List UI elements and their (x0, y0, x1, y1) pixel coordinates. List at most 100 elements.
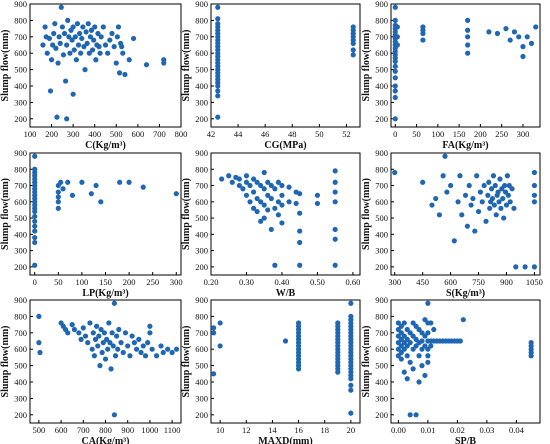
data-point (153, 353, 160, 359)
data-point (89, 47, 96, 53)
y-tick-label: 500 (14, 213, 27, 223)
data-point (81, 44, 87, 50)
data-point (74, 21, 81, 27)
x-tick-label: 0.02 (450, 425, 465, 435)
data-point (32, 213, 38, 220)
data-point (32, 153, 38, 159)
data-point (247, 182, 253, 189)
scatter-panel-5: 0.20 0.30 0.40 0.50 0.60 200 300 400 500 600 700 80… (181, 148, 361, 299)
data-point (110, 343, 116, 349)
data-point (496, 199, 502, 205)
x-axis-title: SP/B (455, 436, 476, 444)
x-tick-label: 50 (54, 277, 63, 287)
data-point (392, 116, 398, 122)
data-point (160, 349, 166, 356)
data-point (297, 262, 303, 268)
data-point (48, 57, 55, 63)
data-point (425, 353, 431, 359)
data-point (332, 236, 338, 242)
y-tick-label: 700 (375, 328, 388, 338)
x-tick-label: 100 (24, 129, 37, 139)
data-point (173, 346, 180, 352)
x-tick-label: 500 (110, 129, 123, 139)
data-point (332, 168, 338, 174)
data-point (522, 264, 528, 270)
data-point (279, 202, 285, 208)
x-axis-title: W/B (276, 288, 296, 299)
data-point (80, 24, 86, 30)
data-point (100, 24, 106, 30)
y-tick-label: 500 (195, 65, 208, 75)
data-point (332, 179, 338, 185)
data-point (392, 4, 398, 10)
data-point (250, 205, 257, 211)
data-point (32, 223, 38, 229)
y-tick-label: 400 (375, 81, 388, 91)
data-point (217, 343, 223, 349)
data-point (425, 359, 431, 365)
data-point (531, 264, 538, 270)
data-point (91, 353, 97, 359)
data-point (332, 262, 338, 268)
data-point (491, 202, 497, 208)
data-point (448, 182, 454, 189)
x-tick-label: 0.20 (204, 277, 219, 287)
x-tick-label: 0.60 (345, 277, 360, 287)
data-point (531, 192, 538, 198)
x-tick-label: 46 (261, 129, 270, 139)
data-point (398, 356, 404, 362)
data-point (524, 34, 530, 40)
data-point (98, 199, 104, 205)
y-tick-label: 600 (195, 48, 208, 58)
data-point (72, 34, 78, 40)
data-point (297, 228, 303, 234)
y-tick-label: 600 (375, 197, 388, 207)
data-point (136, 336, 142, 342)
y-tick-label: 800 (195, 164, 208, 174)
y-tick-label: 500 (14, 65, 27, 75)
data-point (44, 50, 50, 56)
x-tick-label: 100 (76, 277, 89, 287)
x-tick-label: 52 (342, 129, 351, 139)
y-tick-label: 800 (375, 15, 388, 25)
y-tick-label: 300 (14, 246, 27, 256)
data-point (465, 34, 471, 40)
data-point (464, 223, 470, 229)
data-point (416, 353, 422, 359)
data-point (528, 353, 534, 359)
data-point (147, 330, 153, 336)
y-tick-label: 200 (14, 410, 27, 420)
y-tick-label: 900 (195, 0, 208, 9)
x-tick-label: 0.01 (420, 425, 435, 435)
data-point (86, 50, 92, 56)
scatter-panel-1: 100 200 300 400 500 600 700 800 200 300 400 500 600 7… (0, 0, 187, 151)
data-point (392, 17, 398, 23)
data-point (433, 195, 439, 202)
data-point (57, 40, 63, 46)
data-point (78, 336, 84, 342)
data-point (261, 215, 267, 221)
data-point (488, 186, 495, 192)
data-point (436, 212, 443, 218)
data-point (215, 114, 221, 120)
data-point (109, 30, 115, 37)
data-point (279, 192, 285, 198)
x-tick-label: 50 (315, 129, 324, 139)
y-tick-label: 600 (14, 197, 27, 207)
y-tick-label: 500 (14, 361, 27, 371)
data-point (122, 71, 128, 78)
data-point (97, 363, 103, 369)
scatter-panel-9: 0.00 0.01 0.02 0.03 0.04 200 300 400 500 600 700 80… (361, 295, 541, 444)
x-tick-label: 44 (234, 129, 243, 139)
data-point (111, 412, 117, 418)
data-point (95, 30, 101, 37)
y-tick-label: 400 (375, 229, 388, 239)
data-point (392, 68, 398, 74)
data-point (286, 199, 292, 205)
data-point (465, 50, 471, 56)
data-point (92, 336, 99, 342)
data-point (58, 4, 64, 10)
x-tick-label: 1100 (164, 425, 181, 435)
data-point (516, 34, 522, 40)
data-point (65, 179, 71, 185)
